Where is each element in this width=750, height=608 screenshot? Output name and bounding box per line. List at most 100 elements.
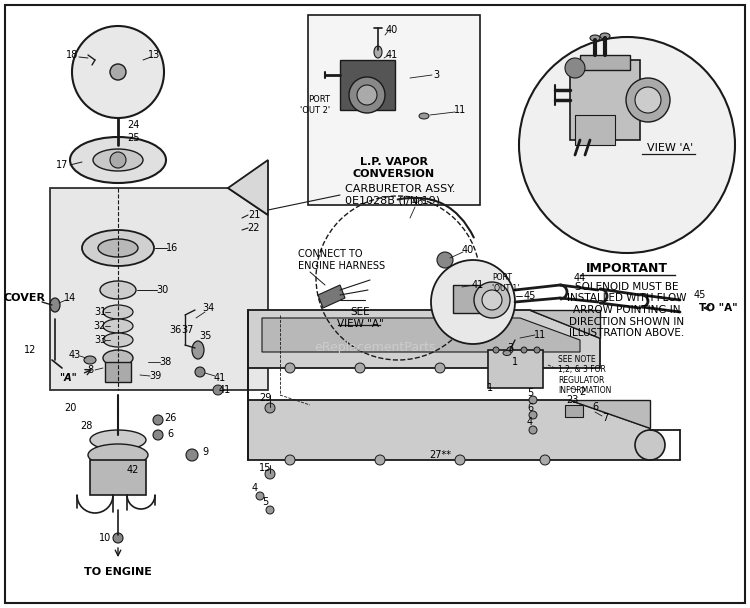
Circle shape xyxy=(534,347,540,353)
Text: 1: 1 xyxy=(487,383,493,393)
Bar xyxy=(488,350,543,388)
Text: 27**: 27** xyxy=(429,450,451,460)
Ellipse shape xyxy=(50,298,60,312)
Bar xyxy=(565,405,583,417)
Circle shape xyxy=(256,492,264,500)
Ellipse shape xyxy=(88,444,148,466)
Text: eReplacementParts: eReplacementParts xyxy=(314,342,436,354)
Ellipse shape xyxy=(103,350,133,366)
Text: 16: 16 xyxy=(166,243,178,253)
Circle shape xyxy=(455,455,465,465)
Polygon shape xyxy=(570,400,650,428)
Text: COVER: COVER xyxy=(4,293,46,303)
Circle shape xyxy=(529,426,537,434)
Text: 6: 6 xyxy=(167,429,173,439)
Circle shape xyxy=(265,469,275,479)
Circle shape xyxy=(529,396,537,404)
Circle shape xyxy=(626,78,670,122)
Text: SEE
VIEW "A": SEE VIEW "A" xyxy=(337,307,383,329)
Text: 15: 15 xyxy=(259,463,272,473)
Ellipse shape xyxy=(84,356,96,364)
Text: IMPORTANT: IMPORTANT xyxy=(586,261,668,274)
Text: 38: 38 xyxy=(159,357,171,367)
Text: 12: 12 xyxy=(24,345,36,355)
Circle shape xyxy=(285,455,295,465)
Text: 17: 17 xyxy=(56,160,68,170)
Circle shape xyxy=(431,260,515,344)
Ellipse shape xyxy=(90,430,146,450)
Text: 36: 36 xyxy=(169,325,182,335)
Text: 40: 40 xyxy=(386,25,398,35)
Circle shape xyxy=(507,347,513,353)
Text: 7: 7 xyxy=(602,413,608,423)
Text: 24: 24 xyxy=(127,120,140,130)
Circle shape xyxy=(521,347,527,353)
Polygon shape xyxy=(318,285,345,308)
Circle shape xyxy=(110,152,126,168)
Text: 41: 41 xyxy=(219,385,231,395)
Text: 3: 3 xyxy=(433,70,439,80)
Ellipse shape xyxy=(635,430,665,460)
Ellipse shape xyxy=(98,239,138,257)
Bar xyxy=(105,362,131,382)
Text: PORT
'OUT 2': PORT 'OUT 2' xyxy=(300,95,330,115)
Text: 9: 9 xyxy=(202,447,208,457)
Bar xyxy=(340,60,395,110)
Polygon shape xyxy=(248,310,600,368)
Circle shape xyxy=(437,252,453,268)
Text: 18: 18 xyxy=(66,50,78,60)
Ellipse shape xyxy=(590,35,600,41)
Polygon shape xyxy=(530,310,600,338)
Polygon shape xyxy=(248,400,650,460)
Circle shape xyxy=(186,449,198,461)
Ellipse shape xyxy=(103,305,133,319)
Ellipse shape xyxy=(419,113,429,119)
Bar xyxy=(90,460,146,495)
Text: 41: 41 xyxy=(472,280,484,290)
Circle shape xyxy=(375,455,385,465)
Text: 5: 5 xyxy=(262,497,268,507)
Text: 29: 29 xyxy=(259,393,272,403)
Text: CARBURETOR ASSY.
0E1028B (I/N 19): CARBURETOR ASSY. 0E1028B (I/N 19) xyxy=(345,184,455,206)
Circle shape xyxy=(213,385,223,395)
Circle shape xyxy=(529,411,537,419)
Text: 21: 21 xyxy=(248,210,260,220)
Ellipse shape xyxy=(503,350,511,356)
Polygon shape xyxy=(228,160,268,215)
Circle shape xyxy=(435,363,445,373)
Circle shape xyxy=(565,58,585,78)
Text: 45: 45 xyxy=(694,290,706,300)
Circle shape xyxy=(195,367,205,377)
Text: "A": "A" xyxy=(59,373,76,383)
Circle shape xyxy=(153,415,163,425)
Text: 20: 20 xyxy=(64,403,76,413)
Text: 43: 43 xyxy=(69,350,81,360)
Text: 13: 13 xyxy=(148,50,160,60)
Text: 22: 22 xyxy=(248,223,260,233)
Ellipse shape xyxy=(82,230,154,266)
Text: TO ENGINE: TO ENGINE xyxy=(84,567,152,577)
Circle shape xyxy=(285,363,295,373)
Circle shape xyxy=(482,290,502,310)
Text: 39: 39 xyxy=(148,371,161,381)
Bar xyxy=(453,285,485,313)
Text: 4: 4 xyxy=(527,417,533,427)
Ellipse shape xyxy=(374,46,382,58)
Circle shape xyxy=(493,347,499,353)
Text: 33: 33 xyxy=(94,335,106,345)
Text: 34: 34 xyxy=(202,303,214,313)
Text: 5: 5 xyxy=(526,388,533,398)
Text: SOLENOID MUST BE
INSTALLED WITH FLOW
ARROW POINTING IN
DIRECTION SHOWN IN
ILLUST: SOLENOID MUST BE INSTALLED WITH FLOW ARR… xyxy=(567,282,687,338)
Polygon shape xyxy=(262,318,580,352)
Text: L.P. VAPOR
CONVERSION: L.P. VAPOR CONVERSION xyxy=(353,157,435,179)
Ellipse shape xyxy=(100,281,136,299)
Text: 26: 26 xyxy=(164,413,176,423)
Text: CONNECT TO
ENGINE HARNESS: CONNECT TO ENGINE HARNESS xyxy=(298,249,386,271)
Circle shape xyxy=(355,363,365,373)
Circle shape xyxy=(635,87,661,113)
Bar xyxy=(570,60,640,140)
Text: 46: 46 xyxy=(412,197,424,207)
Ellipse shape xyxy=(192,341,204,359)
Text: 23: 23 xyxy=(566,395,578,405)
Text: PORT
'OUT 1': PORT 'OUT 1' xyxy=(492,274,519,292)
